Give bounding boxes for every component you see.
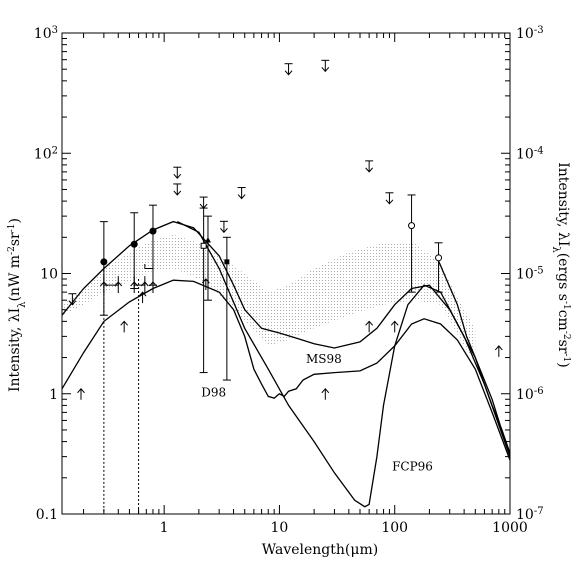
lower-limit-arrow (494, 345, 503, 357)
lower-limit-arrow (138, 291, 147, 304)
upper-limit-arrow (173, 183, 182, 196)
uncertainty-band (62, 234, 476, 364)
upper-limit-arrow (284, 63, 293, 76)
upper-limit-arrow (199, 197, 208, 209)
upper-limit-arrow (365, 160, 374, 173)
data-point (130, 240, 138, 248)
x-axis-title: Wavelength(μm) (262, 542, 378, 558)
axes: 1 10 100 1000 0.1 1 10 102 103 10-7 10-6 10-5 10-4 10… (34, 25, 544, 537)
data-point (100, 258, 108, 266)
upper-limit-arrow (220, 221, 228, 234)
lower-limit-arrow (114, 281, 123, 293)
x-tick-label: 1000 (492, 520, 528, 536)
labels: D98 MS98 FCP96 (201, 352, 433, 473)
lower-limit-arrow (99, 281, 108, 293)
y-right-tick-label: 10-4 (516, 145, 544, 163)
lower-limit-arrow (140, 281, 149, 293)
y-right-tick-label: 10-6 (516, 385, 544, 403)
data-point (204, 236, 211, 243)
data-point (435, 254, 443, 262)
y-right-tick-label: 10-5 (516, 265, 544, 283)
lower-limit-arrow (120, 320, 129, 333)
lower-limit-arrow (149, 281, 157, 293)
curve-extra-3 (435, 255, 511, 454)
lower-limit-arrow (130, 281, 139, 293)
data-point (149, 227, 157, 235)
upper-limit-arrow (68, 293, 77, 306)
curve-fcp96 (177, 221, 511, 508)
lower-limit-arrow (365, 320, 374, 333)
y-left-tick-label: 102 (34, 145, 58, 163)
upper-limit-arrow (321, 60, 330, 73)
data-marks (68, 59, 503, 514)
lower-limit-arrow (201, 278, 210, 291)
data-point (200, 242, 207, 249)
upper-limit-arrow (237, 187, 246, 200)
y-axis-right-title: Intensity, λIλ(ergs s-1cm-2sr-1) (551, 162, 572, 368)
upper-limit-arrow (385, 192, 394, 205)
curve-label-fcp96: FCP96 (392, 460, 433, 474)
y-axis-left-title: Intensity, λIλ(nW m-2sr-1) (7, 218, 28, 392)
data-point (408, 222, 416, 230)
y-left-tick-label: 0.1 (36, 507, 58, 523)
y-left-tick-label: 1 (49, 387, 58, 403)
curve-label-d98: D98 (201, 385, 226, 399)
x-tick-label: 1 (160, 520, 169, 536)
y-left-tick-label: 10 (40, 267, 58, 283)
lower-limit-arrow (321, 388, 330, 400)
data-point (224, 259, 230, 265)
y-left-tick-label: 103 (34, 25, 58, 43)
dotted-band (62, 234, 476, 364)
curve-label-ms98: MS98 (306, 352, 342, 366)
model-curves (61, 220, 511, 508)
upper-limit-arrow (173, 167, 182, 179)
x-tick-label: 10 (271, 520, 289, 536)
y-right-tick-label: 10-3 (516, 25, 544, 43)
lower-limit-arrow (77, 388, 85, 400)
x-tick-label: 100 (381, 520, 408, 536)
lower-limit-arrow (390, 320, 399, 333)
y-right-tick-label: 10-7 (516, 506, 544, 524)
